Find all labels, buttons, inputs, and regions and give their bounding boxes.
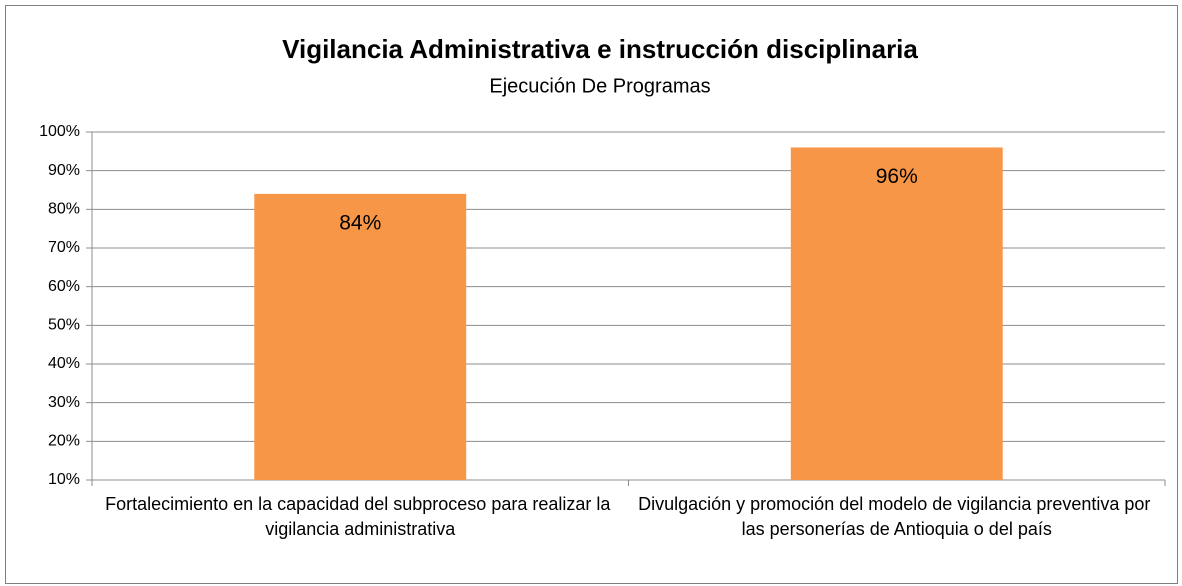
data-label: 84% xyxy=(339,211,381,234)
chart-subtitle: Ejecución De Programas xyxy=(489,75,710,97)
y-tick-label: 90% xyxy=(48,162,80,179)
data-label: 96% xyxy=(876,165,918,188)
chart-title: Vigilancia Administrativa e instrucción … xyxy=(282,34,918,64)
bar xyxy=(790,147,1003,480)
y-tick-label: 20% xyxy=(48,433,80,450)
y-tick-label: 60% xyxy=(48,278,80,295)
y-tick-label: 70% xyxy=(48,239,80,256)
y-tick-label: 100% xyxy=(39,123,80,140)
x-tick-label: Divulgación y promoción del modelo de vi… xyxy=(638,494,1155,539)
y-tick-label: 40% xyxy=(48,355,80,372)
y-tick-label: 10% xyxy=(48,471,80,488)
bar xyxy=(254,193,467,480)
y-tick-label: 30% xyxy=(48,394,80,411)
y-tick-label: 80% xyxy=(48,201,80,218)
x-tick-label: Fortalecimiento en la capacidad del subp… xyxy=(105,494,615,539)
y-tick-label: 50% xyxy=(48,317,80,334)
